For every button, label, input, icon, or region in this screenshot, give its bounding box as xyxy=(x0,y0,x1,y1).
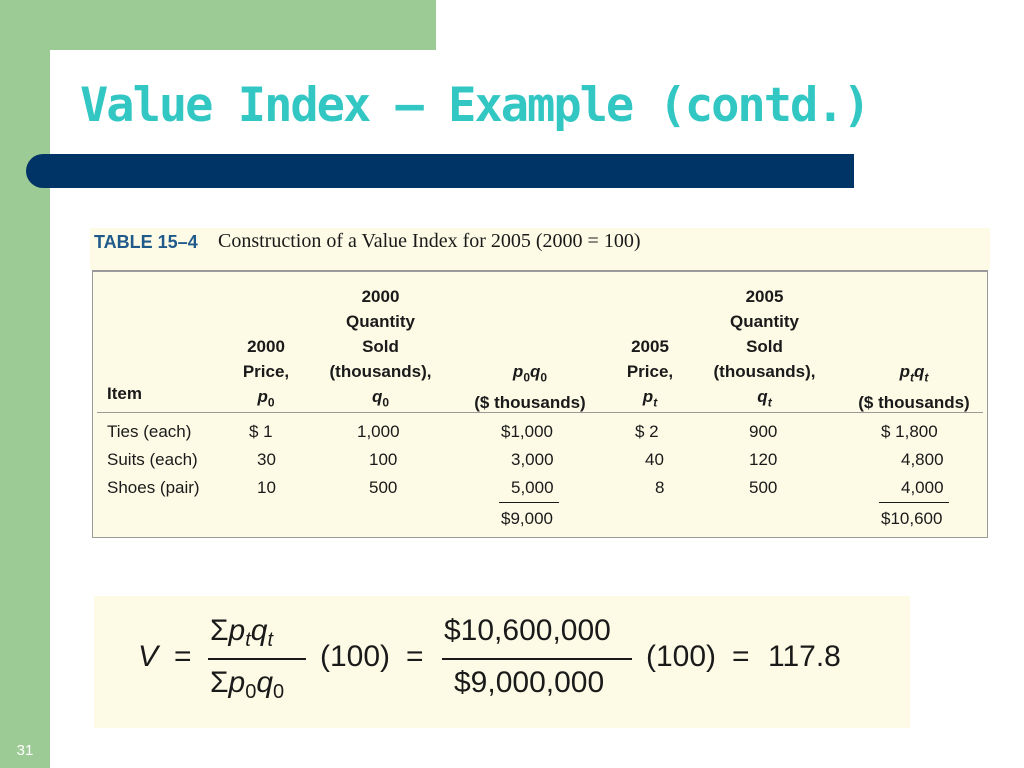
title-underline-bar xyxy=(26,154,854,188)
table-label: TABLE 15–4 xyxy=(94,232,198,252)
table-cell-qt: 900 xyxy=(749,422,778,441)
header-price-2005: 2005 Price, pt xyxy=(626,337,674,410)
background-green-top xyxy=(0,0,436,50)
table-cell-ptqt: 4,800 xyxy=(901,450,944,469)
formula-lhs: V xyxy=(138,640,159,673)
table-cell-ptqt: $ 1,800 xyxy=(881,422,938,441)
table-cell-q0: 500 xyxy=(369,478,398,497)
table-cell-p0q0: 3,000 xyxy=(511,450,554,469)
table-cell-pt: 40 xyxy=(645,450,664,469)
table-cell-ptqt: 4,000 xyxy=(901,478,944,497)
formula-equals-2: = xyxy=(406,640,424,673)
table-cell-item: Shoes (pair) xyxy=(107,478,200,497)
header-value-2000: p0q0 ($ thousands) xyxy=(474,362,586,413)
formula-fraction-line-symbolic xyxy=(208,658,306,660)
header-price-2000: 2000 Price, p0 xyxy=(242,337,290,410)
formula-denominator-value: $9,000,000 xyxy=(454,666,605,699)
table-total-p0q0: $9,000 xyxy=(501,509,553,528)
table-cell-item: Ties (each) xyxy=(107,422,192,441)
formula-equals: = xyxy=(174,640,192,673)
formula-numerator-value: $10,600,000 xyxy=(444,614,611,647)
formula-result: 117.8 xyxy=(768,640,841,673)
background-green-left xyxy=(0,0,50,768)
table-cell-p0q0: 5,000 xyxy=(511,478,554,497)
slide-title: Value Index – Example (contd.) xyxy=(80,78,871,133)
header-value-2005: ptqt ($ thousands) xyxy=(858,362,970,413)
formula-equals-3: = xyxy=(732,640,750,673)
formula-numerator-symbolic: Σptqt xyxy=(210,614,274,651)
formula-multiplier: (100) xyxy=(320,640,391,673)
table-cell-qt: 120 xyxy=(749,450,778,469)
table-cell-q0: 1,000 xyxy=(357,422,400,441)
value-index-table: Item 2000 Price, p0 2000 Quantity Sold (… xyxy=(92,270,988,538)
table-cell-pt: 8 xyxy=(655,478,665,497)
formula-fraction-line-values xyxy=(442,658,632,660)
table-cell-pt: $ 2 xyxy=(635,422,659,441)
table-cell-q0: 100 xyxy=(369,450,398,469)
table-caption: TABLE 15–4 Construction of a Value Index… xyxy=(90,228,990,270)
slide-number: 31 xyxy=(16,742,34,759)
value-index-formula: V = Σptqt Σp0q0 (100) = $10,600,000 $9,0… xyxy=(94,596,910,728)
table-cell-p0: 30 xyxy=(257,450,276,469)
total-rule-p0q0 xyxy=(499,502,559,503)
table-cell-p0: $ 1 xyxy=(249,422,273,441)
total-rule-ptqt xyxy=(879,502,949,503)
header-quantity-2005: 2005 Quantity Sold (thousands), qt xyxy=(713,287,816,410)
table-caption-text: Construction of a Value Index for 2005 (… xyxy=(218,230,641,252)
table-cell-p0q0: $1,000 xyxy=(501,422,553,441)
header-item: Item xyxy=(107,384,142,403)
header-divider xyxy=(97,412,983,413)
formula-multiplier-2: (100) xyxy=(646,640,717,673)
formula-denominator-symbolic: Σp0q0 xyxy=(210,666,285,703)
table-cell-qt: 500 xyxy=(749,478,778,497)
table-total-ptqt: $10,600 xyxy=(881,509,943,528)
table-cell-p0: 10 xyxy=(257,478,276,497)
table-cell-item: Suits (each) xyxy=(107,450,198,469)
header-quantity-2000: 2000 Quantity Sold (thousands), q0 xyxy=(329,287,432,410)
